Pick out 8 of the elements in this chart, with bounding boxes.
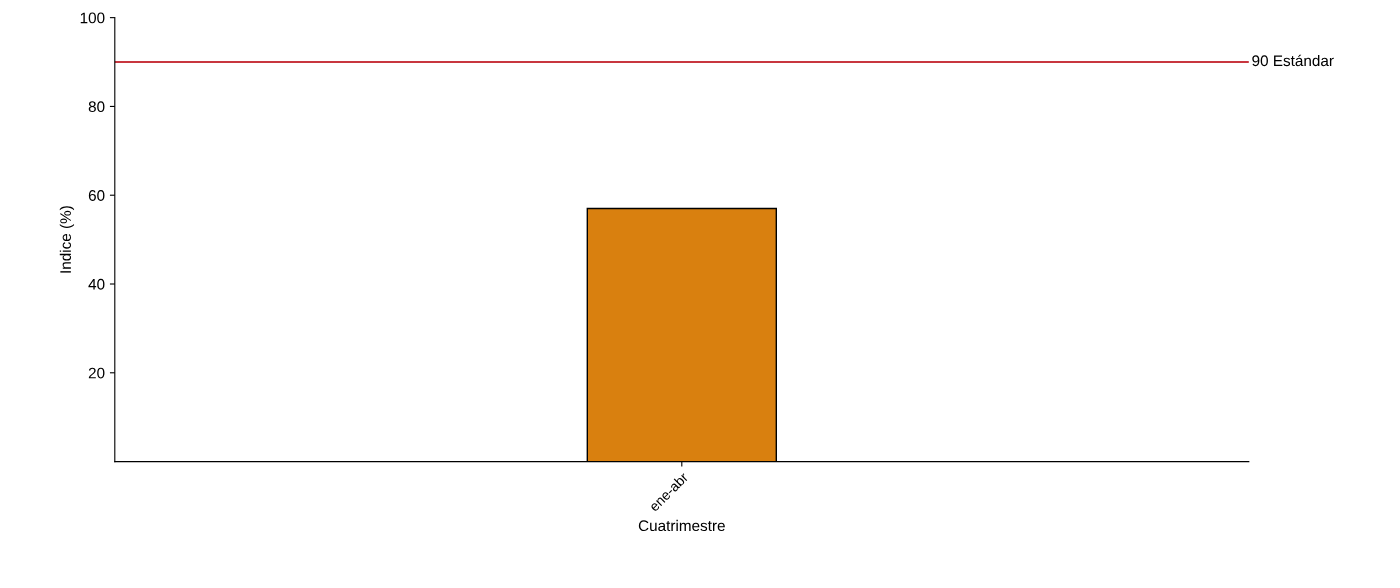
y-tick-label: 20: [88, 367, 105, 379]
ref-line-label: 90 Estándar: [1252, 54, 1334, 67]
y-tick-label: 60: [88, 190, 105, 201]
x-axis-title: Cuatrimestre: [638, 519, 725, 532]
y-tick-label: 100: [80, 12, 105, 24]
y-tick-label: 80: [88, 101, 105, 113]
y-tick-label: 40: [88, 278, 105, 290]
y-axis-title: Indice (%): [59, 206, 75, 273]
